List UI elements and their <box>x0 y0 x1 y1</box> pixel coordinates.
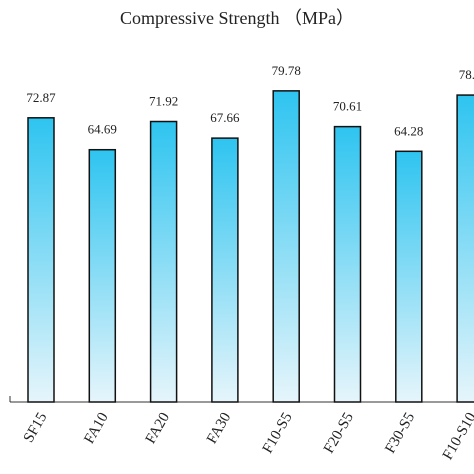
bar <box>395 150 423 403</box>
value-label: 70.61 <box>333 99 362 114</box>
value-label: 71.92 <box>149 94 178 109</box>
bar <box>333 125 362 403</box>
value-label: 67.66 <box>210 110 240 125</box>
chart-title: Compressive Strength （MPa） <box>120 8 354 28</box>
x-tick-label: FA30 <box>204 410 234 447</box>
bar <box>149 120 178 403</box>
bar <box>27 117 55 403</box>
x-tick-label: F10-S5 <box>260 410 296 456</box>
x-tick-label: FA10 <box>81 410 111 447</box>
value-label: 72.87 <box>26 90 56 105</box>
value-label: 79.78 <box>272 63 301 78</box>
bar <box>88 148 117 403</box>
x-tick-label: F10-S10 <box>440 410 474 463</box>
bar <box>456 94 474 403</box>
x-tick-label: FA20 <box>143 410 173 447</box>
x-tick-label: SF15 <box>21 410 51 445</box>
x-tick-label: F20-S5 <box>321 410 357 456</box>
value-label: 64.28 <box>394 123 423 138</box>
bar <box>211 137 239 403</box>
value-label: 64.69 <box>88 122 117 137</box>
value-label: 78.7 <box>459 67 474 82</box>
bar <box>272 90 300 403</box>
x-tick-label: F30-S5 <box>382 410 418 456</box>
